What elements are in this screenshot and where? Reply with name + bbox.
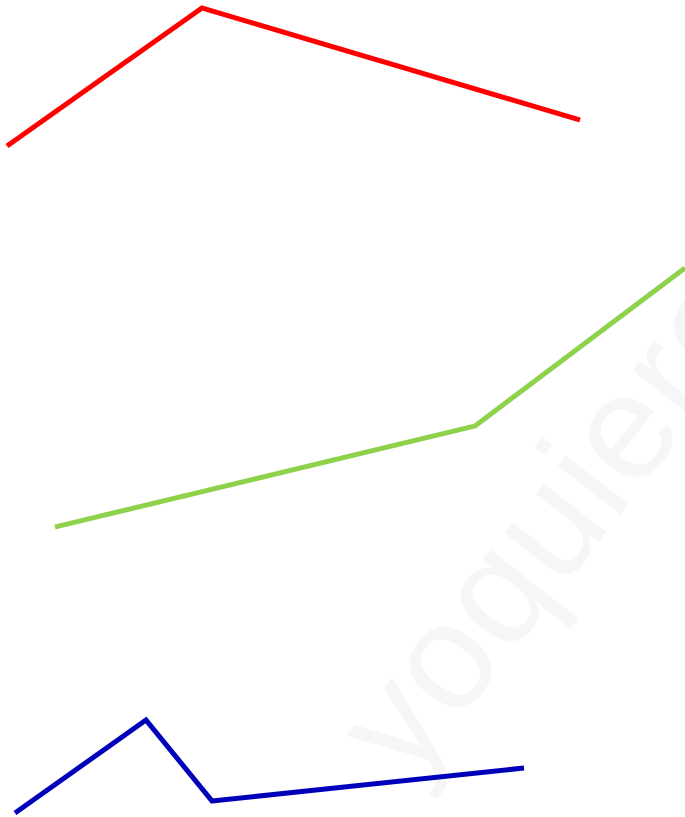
red-polyline: [5, 5, 581, 149]
blue-polyline: [13, 716, 525, 816]
green-polyline: [54, 266, 685, 530]
